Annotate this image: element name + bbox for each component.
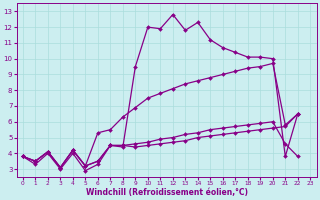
X-axis label: Windchill (Refroidissement éolien,°C): Windchill (Refroidissement éolien,°C) <box>85 188 248 197</box>
